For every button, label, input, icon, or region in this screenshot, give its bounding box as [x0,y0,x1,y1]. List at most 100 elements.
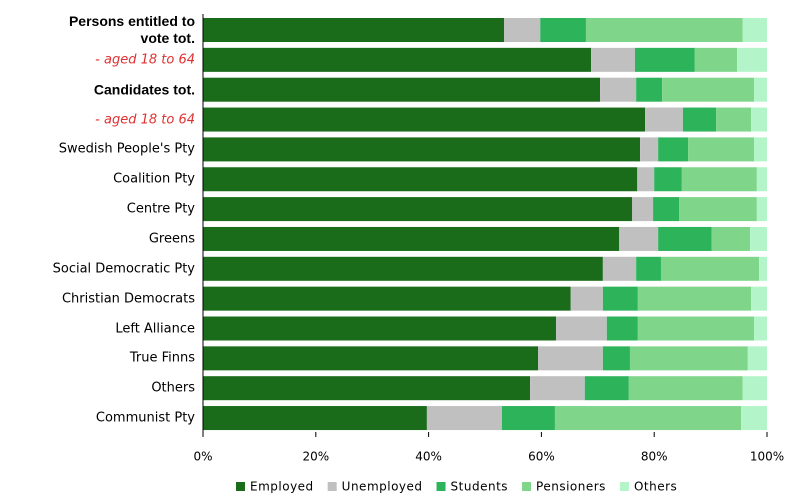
legend-swatch [619,482,629,491]
bar-segment [203,346,539,371]
bar-segment [751,286,767,311]
legend-label: Unemployed [342,480,423,494]
bar-segment [636,256,661,281]
bar-segment [737,47,767,72]
category-label: Greens [148,231,195,247]
bar-segment [662,77,755,102]
bar-segment [628,376,743,401]
legend-swatch [327,482,337,491]
bar-segment [694,47,738,72]
bar-segment [750,226,767,251]
bar-segment [501,406,555,431]
bar-segment [716,107,752,132]
bar-segment [756,167,767,192]
legend-label: Others [634,480,677,494]
category-label: Left Alliance [115,321,195,336]
x-tick-label: 100% [750,450,784,464]
bar-segment [681,167,757,192]
bar-segment [756,197,767,222]
bar-segment [600,77,637,102]
bar-segment [751,107,767,132]
bar-segment [203,77,601,102]
bar-segment [530,376,585,401]
category-label: Christian Democrats [61,291,195,307]
bar-segment [637,316,755,341]
category-label: Communist Pty [95,410,195,426]
legend-label: Pensioners [536,480,606,494]
bar-segment [742,18,767,42]
legend-swatch [236,482,245,491]
bar-segment [203,376,531,401]
legend-swatch [522,482,532,491]
bar-segment [658,137,689,162]
bar-segment [203,47,592,72]
bar-segment [554,406,742,431]
x-tick-label: 0% [193,450,212,464]
bar-segment [602,346,630,371]
category-label: Swedish People's Pty [58,141,195,157]
bar-segment [711,226,751,251]
bar-segment [591,47,636,72]
bar-segment [203,18,505,42]
bar-segment [635,47,695,72]
category-label: Others [151,380,195,396]
bar-segment [754,77,767,102]
bar-segment [688,137,755,162]
bar-segment [203,406,427,431]
bar-segment [203,286,571,311]
bar-segment [203,256,603,281]
bar-segment [203,137,641,162]
bar-segment [585,18,743,42]
bar-segment [556,316,607,341]
bar-segment [203,316,557,341]
x-tick-label: 60% [528,450,555,464]
x-tick-label: 20% [302,450,329,464]
category-label: Centre Pty [126,201,195,217]
category-label: Persons entitled to vote tot. [68,13,195,46]
bar-segment [660,256,760,281]
bar-segment [637,167,655,192]
bar-segment [602,256,637,281]
bar-segment [504,18,541,42]
bar-segment [741,406,767,431]
bar-segment [754,316,767,341]
bar-segment [538,346,603,371]
bar-segment [203,197,633,222]
bar-segment [636,77,663,102]
bar-segment [747,346,767,371]
category-label: Candidates tot. [93,81,195,98]
bar-segment [637,286,752,311]
bar-segment [632,197,654,222]
category-label: True Finns [129,350,195,366]
bar-segment [682,107,717,132]
bar-segment [606,316,638,341]
x-tick-label: 40% [415,450,442,464]
bar-segment [426,406,502,431]
bar-segment [653,197,680,222]
bar-segment [759,256,767,281]
bar-segment [619,226,659,251]
bar-segment [658,226,712,251]
category-label: - aged 18 to 64 [95,52,195,68]
bar-segment [203,167,638,192]
bar-segment [654,167,682,192]
bar-segment [203,107,646,132]
bar-segment [640,137,659,162]
legend-label: Students [451,480,509,494]
legend-label: Employed [250,480,314,494]
bar-segment [679,197,757,222]
bar-segment [602,286,638,311]
category-label: Social Democratic Pty [52,261,195,277]
bar-segment [754,137,767,162]
x-tick-label: 80% [641,450,668,464]
bar-segment [584,376,629,401]
legend-swatch [436,482,446,491]
bar-segment [645,107,683,132]
category-label: - aged 18 to 64 [95,112,195,128]
bar-segment [203,226,620,251]
bar-segment [570,286,603,311]
bar-segment [540,18,586,42]
bar-segment [742,376,767,401]
